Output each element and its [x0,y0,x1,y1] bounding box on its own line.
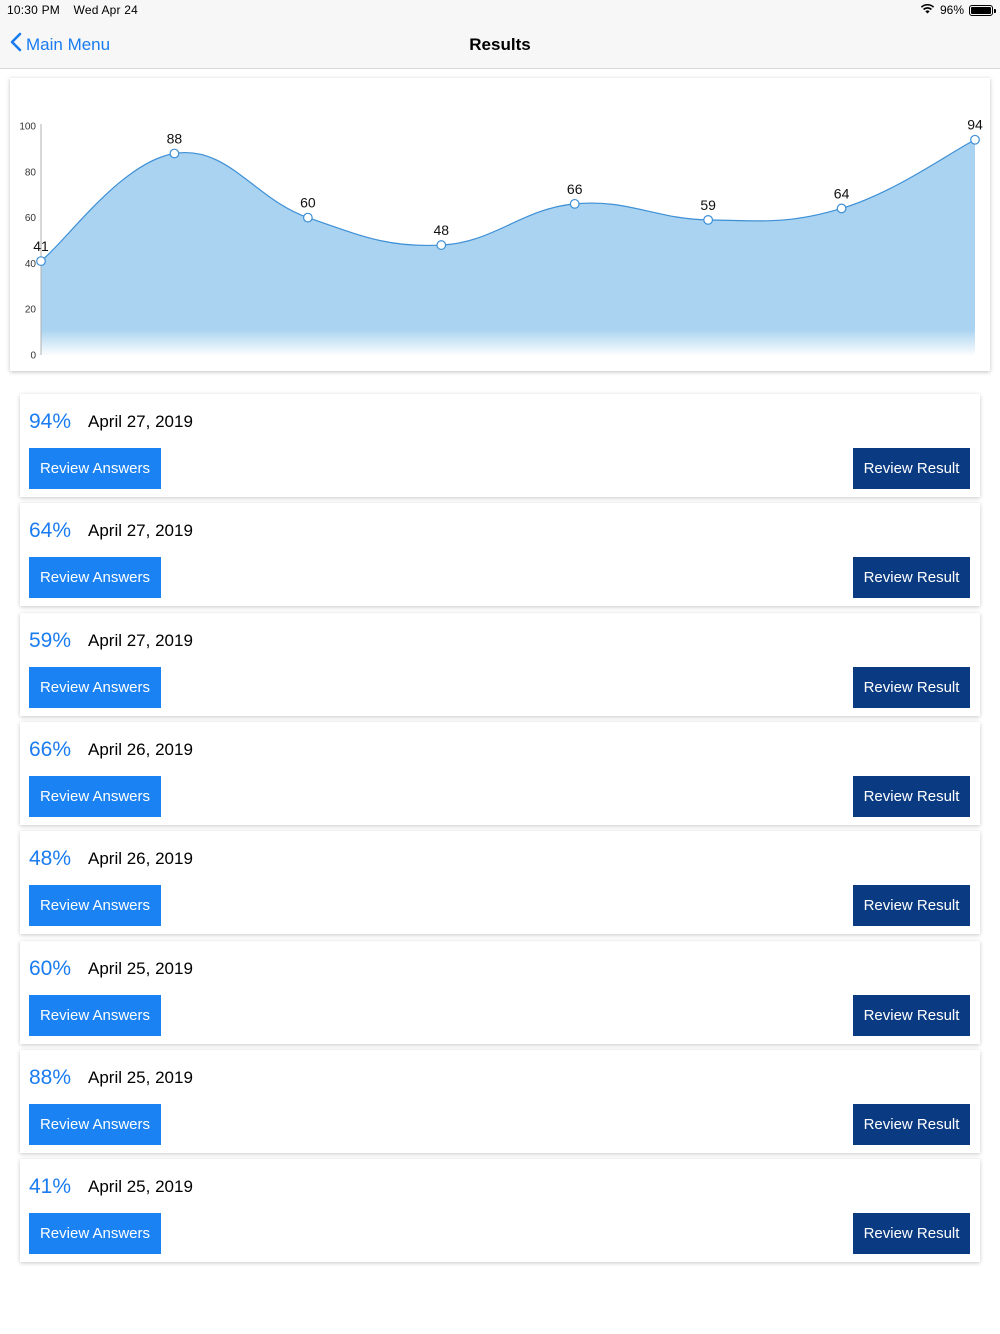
review-answers-button[interactable]: Review Answers [29,557,161,599]
data-point [302,212,313,223]
score-percent: 66% [29,737,72,761]
score-percent: 60% [29,956,72,980]
data-label: 94 [967,117,983,133]
review-result-button[interactable]: Review Result [853,1213,970,1255]
result-card: 64% April 27, 2019 Review Answers Review Re… [20,503,980,607]
navigation-bar: Main Menu Results [0,20,1000,69]
result-date: April 26, 2019 [88,849,193,869]
result-card: 66% April 26, 2019 Review Answers Review Re… [20,721,980,825]
wifi-icon [920,3,935,17]
back-button[interactable]: Main Menu [10,32,110,57]
score-percent: 88% [29,1065,72,1089]
y-tick-label: 20 [25,305,37,316]
y-tick-label: 60 [25,213,37,224]
data-point [169,148,180,159]
score-chart-card: 0 20 40 60 80 100 41 88 60 48 66 59 64 94 [10,78,990,371]
status-date: Wed Apr 24 [73,3,138,17]
chevron-left-icon [10,32,22,57]
page-title: Results [469,35,531,54]
status-left: 10:30 PM Wed Apr 24 [7,3,148,17]
score-percent: 94% [29,410,72,433]
y-tick-label: 80 [25,167,37,178]
y-tick-label: 100 [19,122,36,133]
review-answers-button[interactable]: Review Answers [29,448,161,489]
data-point [703,214,714,225]
data-label: 64 [834,185,850,201]
review-result-button[interactable]: Review Result [853,885,970,927]
data-label: 88 [167,130,183,146]
back-label: Main Menu [26,34,111,54]
review-result-button[interactable]: Review Result [853,994,970,1036]
status-bar: 10:30 PM Wed Apr 24 96% [0,0,1000,20]
data-label: 41 [33,238,49,254]
status-time: 10:30 PM [7,3,60,17]
review-result-button[interactable]: Review Result [853,557,970,599]
battery-percent: 96% [939,3,964,17]
result-date: April 26, 2019 [88,739,193,759]
review-answers-button[interactable]: Review Answers [29,666,161,708]
score-percent: 64% [29,519,72,543]
result-card: 59% April 27, 2019 Review Answers Review Re… [20,612,980,716]
result-date: April 27, 2019 [88,412,193,431]
result-card: 60% April 25, 2019 Review Answers Review Re… [20,940,980,1044]
battery-icon [969,4,996,16]
review-answers-button[interactable]: Review Answers [29,994,161,1036]
result-date: April 25, 2019 [88,1067,193,1087]
review-result-button[interactable]: Review Result [853,775,970,817]
result-card: 94% April 27, 2019 Review Answers Review Re… [20,394,980,497]
result-date: April 27, 2019 [88,630,193,650]
result-date: April 25, 2019 [88,958,193,978]
result-card: 88% April 25, 2019 Review Answers Review Re… [20,1049,980,1153]
status-right: 96% [920,3,996,17]
y-tick-label: 40 [25,259,37,270]
review-result-button[interactable]: Review Result [853,666,970,708]
score-percent: 59% [29,628,72,652]
data-point [569,198,580,209]
result-date: April 25, 2019 [88,1177,193,1197]
chart-area [41,139,975,355]
data-label: 59 [700,197,716,213]
data-point [36,256,46,267]
data-point [970,134,980,145]
review-answers-button[interactable]: Review Answers [29,775,161,817]
result-card: 48% April 26, 2019 Review Answers Review Re… [20,831,980,935]
data-label: 66 [567,181,583,197]
review-answers-button[interactable]: Review Answers [29,1103,161,1145]
y-tick-label: 0 [30,351,36,362]
review-result-button[interactable]: Review Result [853,448,970,489]
review-result-button[interactable]: Review Result [853,1103,970,1145]
data-point [836,203,847,214]
review-answers-button[interactable]: Review Answers [29,885,161,927]
score-chart: 0 20 40 60 80 100 41 88 60 48 66 59 64 94 [19,117,983,362]
data-label: 48 [433,222,449,238]
data-label: 60 [300,195,316,211]
data-point [436,240,447,250]
result-date: April 27, 2019 [88,521,193,541]
score-percent: 41% [29,1175,72,1199]
review-answers-button[interactable]: Review Answers [29,1213,161,1255]
score-percent: 48% [29,847,72,871]
result-card: 41% April 25, 2019 Review Answers Review Re… [20,1159,980,1263]
